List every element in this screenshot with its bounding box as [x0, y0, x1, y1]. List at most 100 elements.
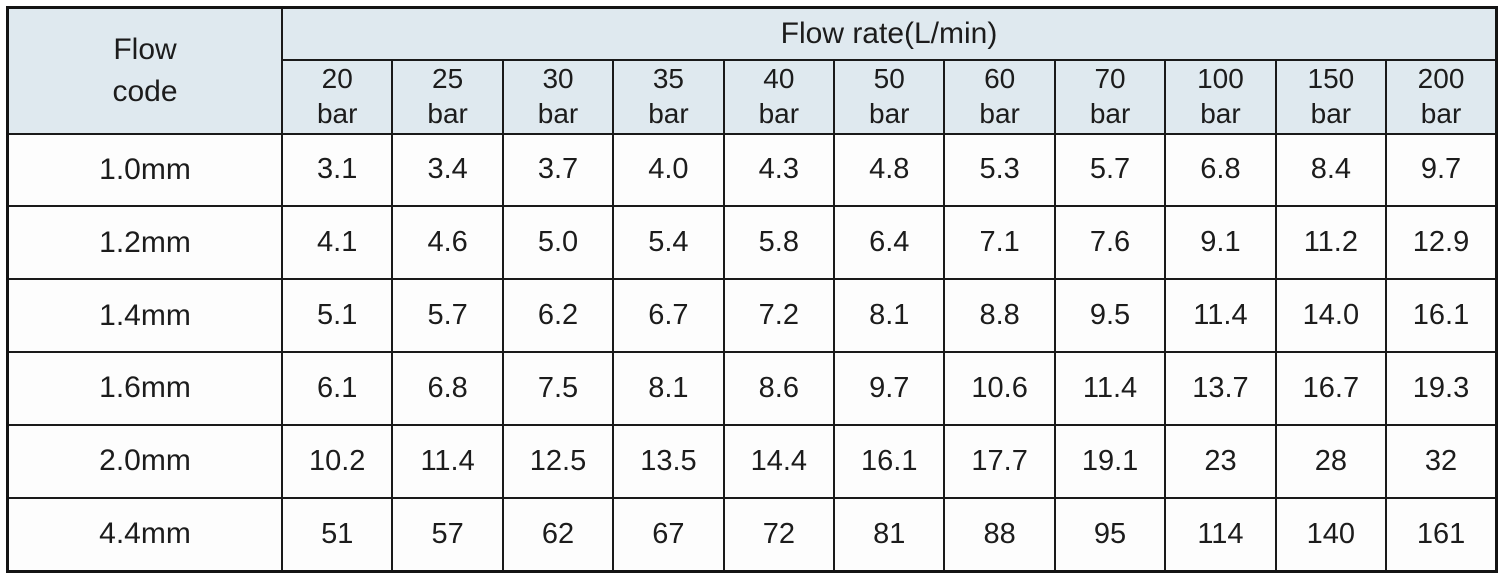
pressure-header-70-bar: 70 bar: [1053, 58, 1167, 135]
flow-code-label: 1.2mm: [6, 205, 283, 281]
flow-rate-cell: 7.1: [943, 205, 1056, 281]
flow-rate-cell: 13.7: [1164, 350, 1277, 426]
flow-row-1.6mm: 1.6mm 6.1 6.8 7.5 8.1 8.6 9.7 10.6 11.4 13.7 16.7 1…: [6, 350, 1498, 426]
flow-row-1.2mm: 1.2mm 4.1 4.6 5.0 5.4 5.8 6.4 7.1 7.6 9.1 11.2 12.9: [6, 205, 1498, 281]
flow-rate-cell: 16.7: [1274, 350, 1388, 426]
flow-rate-cell: 11.4: [1164, 278, 1277, 353]
flow-rate-table: Flow code Flow rate(L/min) 20 bar 25 bar 30 b…: [6, 6, 1498, 573]
flow-code-label: 1.4mm: [6, 278, 283, 353]
flow-rate-cell: 13.5: [612, 423, 725, 499]
pressure-unit: bar: [1420, 97, 1462, 129]
flow-rate-cell: 7.5: [501, 350, 615, 426]
flow-code-label: 2.0mm: [6, 423, 283, 499]
flow-rate-cell: 11.4: [391, 423, 504, 499]
flow-code-header-line1: Flow: [113, 32, 177, 66]
flow-code-label: 1.6mm: [6, 350, 283, 426]
pressure-unit: bar: [1310, 97, 1352, 129]
pressure-header-100-bar: 100 bar: [1164, 58, 1277, 135]
flow-rate-cell: 8.1: [612, 350, 725, 426]
flow-rate-cell: 6.1: [280, 350, 394, 426]
flow-rate-cell: 3.7: [501, 132, 615, 208]
flow-rate-cell: 67: [612, 496, 725, 573]
flow-row-2.0mm: 2.0mm 10.2 11.4 12.5 13.5 14.4 16.1 17.7 19.1 23 2…: [6, 423, 1498, 499]
flow-rate-cell: 5.4: [612, 205, 725, 281]
flow-rate-cell: 51: [280, 496, 394, 573]
pressure-unit: bar: [537, 97, 579, 129]
flow-rate-cell: 8.8: [943, 278, 1056, 353]
flow-rate-cell: 32: [1385, 423, 1498, 499]
flow-row-1.0mm: 1.0mm 3.1 3.4 3.7 4.0 4.3 4.8 5.3 5.7 6.8 8.4 9.7: [6, 132, 1498, 208]
flow-rate-cell: 8.1: [833, 278, 946, 353]
pressure-header-35-bar: 35 bar: [612, 58, 725, 135]
flow-rate-cell: 72: [722, 496, 836, 573]
flow-rate-cell: 4.6: [391, 205, 504, 281]
pressure-header-150-bar: 150 bar: [1274, 58, 1388, 135]
pressure-unit: bar: [869, 97, 910, 129]
flow-row-1.4mm: 1.4mm 5.1 5.7 6.2 6.7 7.2 8.1 8.8 9.5 11.4 14.0 16.…: [6, 278, 1498, 353]
flow-rate-cell: 10.2: [280, 423, 394, 499]
flow-rate-cell: 4.8: [833, 132, 946, 208]
flow-rate-cell: 19.3: [1385, 350, 1498, 426]
flow-rate-cell: 57: [391, 496, 504, 573]
pressure-value: 40: [763, 63, 795, 95]
flow-rate-cell: 140: [1274, 496, 1388, 573]
flow-rate-cell: 3.4: [391, 132, 504, 208]
flow-rate-cell: 28: [1274, 423, 1388, 499]
pressure-value: 100: [1197, 63, 1244, 95]
flow-rate-cell: 5.1: [280, 278, 394, 353]
pressure-value: 60: [984, 63, 1016, 95]
flow-rate-cell: 9.7: [833, 350, 946, 426]
flow-code-label: 4.4mm: [6, 496, 283, 573]
pressure-unit: bar: [648, 97, 689, 129]
flow-rate-cell: 6.2: [501, 278, 615, 353]
group-header-row: Flow code Flow rate(L/min): [6, 6, 1498, 135]
pressure-header-row: 20 bar 25 bar 30 bar 35 bar 40 bar 50 bar 60 bar 70 bar…: [8, 58, 1498, 135]
flow-rate-cell: 8.4: [1274, 132, 1388, 208]
flow-rate-cell: 17.7: [943, 423, 1056, 499]
flow-rate-cell: 5.8: [722, 205, 836, 281]
flow-code-header-cell: Flow code: [6, 6, 283, 135]
flow-rate-cell: 5.7: [1053, 132, 1167, 208]
pressure-header-200-bar: 200 bar: [1385, 58, 1498, 135]
flow-rate-cell: 6.8: [391, 350, 504, 426]
flow-code-label: 1.0mm: [6, 132, 283, 208]
flow-rate-cell: 161: [1385, 496, 1498, 573]
flow-rate-cell: 12.5: [501, 423, 615, 499]
flow-rate-cell: 23: [1164, 423, 1277, 499]
flow-rate-cell: 4.3: [722, 132, 836, 208]
pressure-header-25-bar: 25 bar: [391, 58, 504, 135]
flow-rate-cell: 6.7: [612, 278, 725, 353]
flow-row-4.4mm: 4.4mm 51 57 62 67 72 81 88 95 114 140 161: [6, 496, 1498, 573]
pressure-value: 200: [1417, 63, 1465, 95]
flow-rate-cell: 14.0: [1274, 278, 1388, 353]
flow-rate-cell: 81: [833, 496, 946, 573]
pressure-header-60-bar: 60 bar: [943, 58, 1056, 135]
pressure-unit: bar: [427, 97, 468, 129]
pressure-unit: bar: [1089, 97, 1131, 129]
flow-rate-cell: 6.4: [833, 205, 946, 281]
flow-rate-cell: 88: [943, 496, 1056, 573]
flow-rate-cell: 7.6: [1053, 205, 1167, 281]
pressure-value: 30: [542, 63, 574, 95]
flow-rate-cell: 114: [1164, 496, 1277, 573]
flow-rate-cell: 62: [501, 496, 615, 573]
pressure-header-50-bar: 50 bar: [833, 58, 946, 135]
pressure-value: 50: [873, 63, 905, 95]
flow-rate-cell: 16.1: [1385, 278, 1498, 353]
pressure-unit: bar: [1200, 97, 1241, 129]
flow-rate-cell: 14.4: [722, 423, 836, 499]
flow-code-header-line2: code: [112, 74, 178, 108]
flow-rate-cell: 6.8: [1164, 132, 1277, 208]
flow-rate-cell: 19.1: [1053, 423, 1167, 499]
flow-rate-cell: 16.1: [833, 423, 946, 499]
flow-rate-cell: 95: [1053, 496, 1167, 573]
pressure-unit: bar: [316, 97, 358, 129]
pressure-unit: bar: [758, 97, 800, 129]
flow-rate-cell: 11.2: [1274, 205, 1388, 281]
flow-rate-cell: 10.6: [943, 350, 1056, 426]
flow-rate-cell: 9.5: [1053, 278, 1167, 353]
flow-rate-cell: 5.0: [501, 205, 615, 281]
flow-rate-cell: 9.1: [1164, 205, 1277, 281]
pressure-unit: bar: [979, 97, 1020, 129]
flow-rate-cell: 12.9: [1385, 205, 1498, 281]
